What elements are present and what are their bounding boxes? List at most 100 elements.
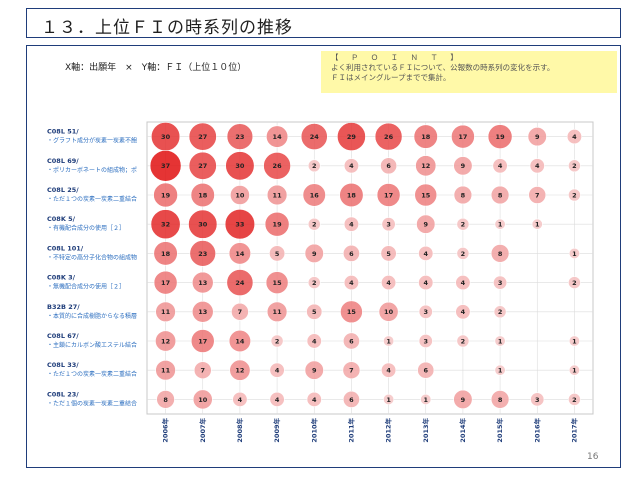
- bubble: [418, 333, 433, 349]
- bubble: [342, 390, 360, 408]
- bubble: [269, 391, 285, 407]
- row-label-desc: ・無機配合成分の使用［２］: [47, 283, 125, 291]
- bubble: [492, 158, 508, 174]
- bubble: [494, 335, 506, 347]
- bubble-value-label: 18: [161, 250, 171, 258]
- bubble: [494, 364, 506, 376]
- bubble: [230, 185, 250, 205]
- bubble-value-label: 7: [535, 191, 540, 199]
- bubble: [418, 275, 434, 291]
- bubble: [493, 305, 507, 319]
- bubble-value-label: 2: [461, 337, 466, 345]
- bubble-value-label: 17: [198, 337, 207, 345]
- bubble: [149, 150, 182, 182]
- bubble-value-label: 30: [161, 133, 171, 141]
- bubble-value-label: 9: [423, 221, 428, 229]
- bubble: [156, 390, 175, 409]
- bubble: [383, 393, 395, 405]
- bubble-value-label: 18: [347, 191, 357, 199]
- bubble-value-label: 9: [535, 133, 540, 141]
- bubble: [420, 393, 432, 405]
- row-label-code: C08L 33/: [47, 361, 79, 369]
- row-label-code: C08L 69/: [47, 157, 79, 165]
- bubble: [487, 124, 513, 149]
- bubble-value-label: 33: [235, 221, 244, 229]
- bubble-value-label: 4: [572, 133, 577, 141]
- bubble-value-label: 2: [312, 221, 317, 229]
- bubble: [527, 127, 547, 147]
- bubble: [378, 301, 399, 322]
- bubble-value-label: 2: [312, 162, 317, 170]
- bubble-value-label: 3: [386, 221, 391, 229]
- bubble-value-label: 2: [461, 221, 466, 229]
- bubble-value-label: 1: [498, 337, 503, 345]
- row-label-desc: ・ただ１個の炭素一炭素二重結合: [47, 399, 137, 407]
- x-tick-label: 2006年: [161, 418, 170, 443]
- bubble: [568, 188, 581, 202]
- x-tick-label: 2009年: [272, 418, 281, 443]
- bubble-value-label: 4: [312, 337, 317, 345]
- bubble-value-label: 9: [312, 367, 317, 375]
- bubble-value-label: 11: [273, 191, 283, 199]
- bubble: [228, 329, 251, 353]
- bubble-value-label: 4: [535, 162, 540, 170]
- bubble: [418, 304, 433, 319]
- row-label-desc: ・主鎖にカルボン酸エステル結合: [47, 341, 137, 349]
- bubble: [413, 124, 438, 149]
- row-label-desc: ・ただ１つの炭素一炭素二重結合: [47, 195, 137, 203]
- bubble-value-label: 2: [312, 279, 317, 287]
- bubble-value-label: 4: [349, 221, 354, 229]
- bubble: [191, 301, 214, 323]
- bubble-value-label: 2: [461, 250, 466, 258]
- bubble-value-label: 9: [461, 162, 466, 170]
- x-tick-label: 2011年: [346, 418, 355, 443]
- bubble: [568, 335, 580, 347]
- x-tick-label: 2007年: [198, 418, 207, 443]
- bubble: [380, 245, 397, 262]
- bubble: [490, 244, 510, 263]
- bubble-value-label: 2: [275, 337, 280, 345]
- bubble-value-label: 10: [384, 308, 394, 316]
- bubble-value-label: 2: [572, 162, 577, 170]
- bubble: [530, 392, 545, 407]
- row-label-code: B32B 27/: [47, 303, 80, 311]
- bubble-value-label: 12: [235, 367, 244, 375]
- bubble-value-label: 17: [161, 279, 170, 287]
- bubble: [307, 217, 321, 231]
- bubble: [414, 183, 438, 207]
- bubble-value-label: 14: [235, 250, 245, 258]
- bubble: [300, 123, 328, 151]
- bubble-value-label: 14: [273, 133, 283, 141]
- bubble: [383, 335, 395, 347]
- bubble: [453, 185, 473, 205]
- x-tick-label: 2016年: [532, 418, 541, 443]
- bubble: [307, 159, 321, 173]
- bubble: [453, 156, 473, 176]
- bubble: [304, 360, 324, 380]
- bubble: [193, 361, 212, 380]
- bubble: [228, 242, 251, 265]
- bubble-value-label: 6: [349, 396, 354, 404]
- page-number: 16: [587, 452, 599, 462]
- bubble-value-label: 3: [498, 279, 503, 287]
- x-tick-label: 2014年: [458, 418, 467, 443]
- bubble-value-label: 1: [572, 337, 577, 345]
- bubble-value-label: 13: [198, 279, 207, 287]
- bubble: [155, 330, 177, 352]
- bubble-value-label: 2: [572, 279, 577, 287]
- bubble-value-label: 3: [423, 308, 428, 316]
- bubble-value-label: 10: [235, 191, 245, 199]
- bubble: [266, 301, 288, 323]
- bubble-value-label: 1: [498, 367, 503, 375]
- bubble: [269, 245, 286, 262]
- bubble: [568, 393, 581, 406]
- x-tick-label: 2017年: [569, 418, 578, 443]
- bubble: [455, 275, 471, 291]
- bubble-value-label: 8: [498, 191, 503, 199]
- bubble: [337, 122, 366, 151]
- bubble: [306, 303, 323, 320]
- bubble-value-label: 26: [384, 133, 394, 141]
- bubble: [381, 362, 397, 378]
- bubble-value-label: 1: [386, 337, 391, 345]
